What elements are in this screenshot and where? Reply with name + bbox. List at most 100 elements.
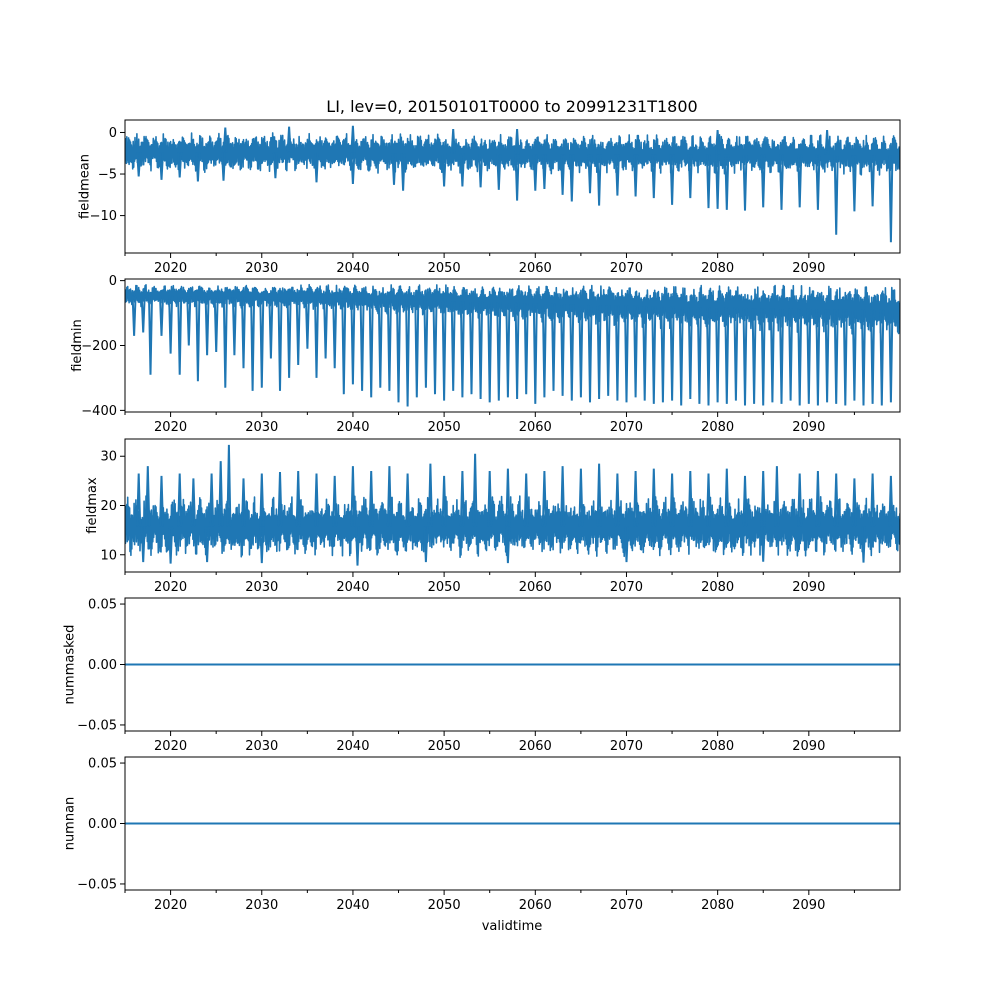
series-peak-fieldmax [815, 470, 821, 527]
series-peak-fieldmax [177, 473, 183, 527]
series-spike-fieldmin [148, 295, 153, 375]
subplots: 2020 2030 2040 2050 2060 2070 2080 20900−5−10fi… [63, 119, 901, 913]
series-fieldmean [125, 125, 900, 243]
x-tick-label: 2070 [610, 739, 643, 754]
series-spike-fieldmin [423, 300, 429, 388]
x-tick-label: 2070 [610, 580, 643, 595]
series-peak-fieldmax [314, 473, 319, 527]
series-peak-fieldmax [560, 466, 566, 527]
series-peak-fieldmax [332, 475, 338, 527]
x-tick-label: 2080 [701, 420, 734, 435]
x-tick-label: 2090 [792, 898, 825, 913]
series-spike-fieldmin [259, 296, 265, 388]
series-peak-fieldmax [633, 470, 639, 527]
series-spike-fieldmin [788, 308, 794, 401]
series-peak-fieldmax [159, 475, 164, 527]
series-spike-fieldmin [851, 309, 857, 401]
series-peak-fieldmax [724, 468, 730, 527]
series-peak-fieldmax [523, 473, 529, 527]
series-spike-fieldmin [359, 298, 365, 391]
series-peak-fieldmax [596, 463, 602, 527]
series-spike-fieldmin [578, 304, 584, 398]
series-spike-fieldmin [195, 296, 201, 382]
x-tick-label: 2080 [701, 739, 734, 754]
series-spike-fieldmin [204, 296, 210, 356]
series-peak-fieldmax [687, 470, 693, 527]
x-tick-label: 2050 [428, 420, 461, 435]
x-tick-label: 2040 [336, 420, 369, 435]
series-spike-fieldmean [195, 152, 201, 182]
x-tick-label: 2020 [154, 580, 187, 595]
series-spike-fieldmin [541, 303, 547, 398]
series-spike-fieldmin [441, 300, 447, 401]
series-spike-fieldmean [614, 154, 620, 196]
subplot-fieldmean: 2020 2030 2040 2050 2060 2070 2080 2090 0 −5 −10fi… [78, 119, 901, 276]
y-tick-label: 10 [100, 548, 117, 563]
series-spike-fieldmin [624, 305, 629, 403]
series-spike-fieldmin [760, 308, 766, 406]
series-spike-fieldmin [286, 296, 292, 378]
series-spike-fieldmin [304, 297, 310, 349]
series-spike-fieldmin [678, 306, 684, 406]
x-tick-label: 2070 [610, 898, 643, 913]
series-spike-fieldmin [450, 301, 456, 391]
series-spike-fieldmin [268, 296, 274, 359]
series-spike-fieldmin [341, 298, 347, 395]
series-peak-fieldmax [669, 473, 675, 527]
series-spike-fieldmean [496, 154, 502, 190]
subplot-fieldmin: 2020 2030 2040 2050 2060 2070 2080 2090 0 −200 −40… [70, 274, 901, 435]
series-peak-fieldmax [472, 453, 478, 527]
series-spike-fieldmin [715, 307, 721, 403]
series-spike-fieldmean [400, 153, 406, 191]
series-spike-fieldmin [241, 296, 246, 369]
series-spike-fieldmean [391, 153, 397, 185]
subplot-nummasked: 2020 2030 2040 2050 2060 2070 2080 2090 0.05 0.00… [63, 597, 901, 754]
series-spike-fieldmin [405, 299, 411, 407]
x-tick-label: 2050 [428, 898, 461, 913]
x-tick-label: 2060 [519, 420, 552, 435]
x-tick-label: 2080 [701, 261, 734, 276]
series-spike-fieldmin [131, 295, 137, 336]
series-spike-fieldmean [851, 155, 857, 212]
series-spike-fieldmax [624, 526, 629, 563]
x-tick-label: 2040 [336, 898, 369, 913]
series-spike-fieldmean [541, 154, 547, 190]
series-peak-fieldmax [209, 473, 215, 527]
series-spike-fieldmin [186, 296, 192, 346]
y-axis-label-fieldmean: fieldmean [78, 154, 93, 219]
x-tick-label: 2060 [519, 261, 552, 276]
series-spike-fieldmin [596, 304, 602, 400]
series-peak-fieldmax [851, 478, 857, 527]
series-spike-fieldmean [742, 154, 748, 211]
series-spike-fieldmin [587, 304, 593, 403]
series-spike-fieldmin [724, 307, 730, 404]
series-spike-fieldmin [614, 305, 620, 401]
series-spike-fieldmean [272, 152, 278, 179]
series-spike-fieldmin [514, 302, 520, 400]
series-spike-fieldmin [696, 307, 702, 404]
chart-title: LI, lev=0, 20150101T0000 to 20991231T180… [326, 97, 697, 116]
series-peak-fieldmax [350, 466, 356, 527]
series-spike-fieldmax [355, 526, 360, 566]
series-spike-fieldmin [797, 308, 803, 406]
series-peak-fieldmax [541, 470, 547, 527]
series-peak-fieldmean [715, 129, 721, 155]
series-spike-fieldmax [204, 526, 210, 563]
series-peak-fieldmax [833, 473, 839, 527]
series-spike-fieldmax [140, 526, 146, 563]
x-tick-label: 2030 [245, 739, 278, 754]
series-peak-fieldmax [651, 468, 657, 527]
series-spike-fieldmin [159, 295, 164, 336]
series-spike-fieldmax [259, 526, 265, 564]
x-tick-label: 2080 [701, 580, 734, 595]
series-peak-fieldmax [218, 461, 224, 527]
series-peak-fieldmax [190, 478, 196, 527]
x-tick-label: 2030 [245, 580, 278, 595]
x-axis-label: validtime [482, 919, 543, 934]
y-tick-label: −200 [81, 339, 117, 354]
x-tick-label: 2030 [245, 261, 278, 276]
x-tick-label: 2020 [154, 898, 187, 913]
y-tick-label: 30 [100, 450, 117, 465]
x-tick-label: 2090 [792, 739, 825, 754]
x-tick-label: 2090 [792, 580, 825, 595]
